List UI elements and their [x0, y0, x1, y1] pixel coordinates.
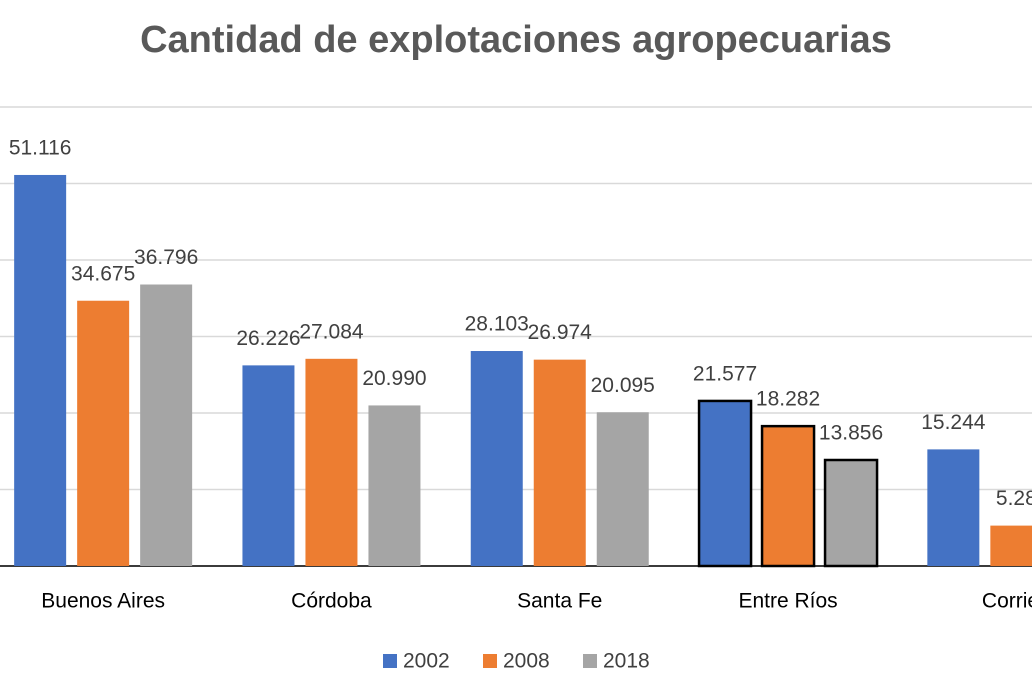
value-label: 34.675	[71, 262, 135, 285]
value-label: 21.577	[693, 362, 757, 385]
value-label: 27.084	[299, 320, 364, 343]
chart-title: Cantidad de explotaciones agropecuarias	[140, 19, 892, 61]
bar	[990, 525, 1032, 566]
bar	[242, 365, 295, 566]
value-label: 51.116	[9, 137, 72, 160]
legend-swatch	[583, 654, 597, 668]
bar	[760, 424, 816, 568]
legend-label: 2002	[403, 650, 450, 673]
value-label: 20.990	[362, 367, 426, 390]
value-label: 20.095	[591, 374, 655, 397]
value-label: 28.103	[465, 313, 529, 336]
legend-label: 2008	[503, 650, 550, 673]
value-label: 5.28	[996, 487, 1032, 510]
bar	[596, 412, 649, 566]
bar	[697, 399, 753, 568]
bar	[305, 358, 358, 566]
x-tick-label: Corrien	[982, 590, 1032, 613]
bar	[927, 449, 980, 566]
bar	[470, 351, 523, 566]
bar	[533, 359, 586, 566]
value-label: 13.856	[819, 422, 883, 445]
legend-swatch	[483, 654, 497, 668]
x-tick-label: Buenos Aires	[41, 590, 165, 613]
value-label: 26.974	[528, 321, 593, 344]
value-label: 15.244	[921, 411, 986, 434]
x-tick-label: Córdoba	[291, 590, 372, 613]
bar	[77, 300, 130, 566]
x-tick-label: Santa Fe	[517, 590, 602, 613]
bar	[140, 284, 193, 566]
value-label: 18.282	[756, 388, 820, 411]
legend-swatch	[383, 654, 397, 668]
x-tick-label: Entre Ríos	[738, 590, 837, 613]
value-label: 36.796	[134, 246, 198, 269]
legend-label: 2018	[603, 650, 650, 673]
bar	[368, 405, 421, 566]
bar	[823, 458, 879, 568]
bar	[14, 174, 67, 567]
value-label: 26.226	[236, 327, 300, 350]
